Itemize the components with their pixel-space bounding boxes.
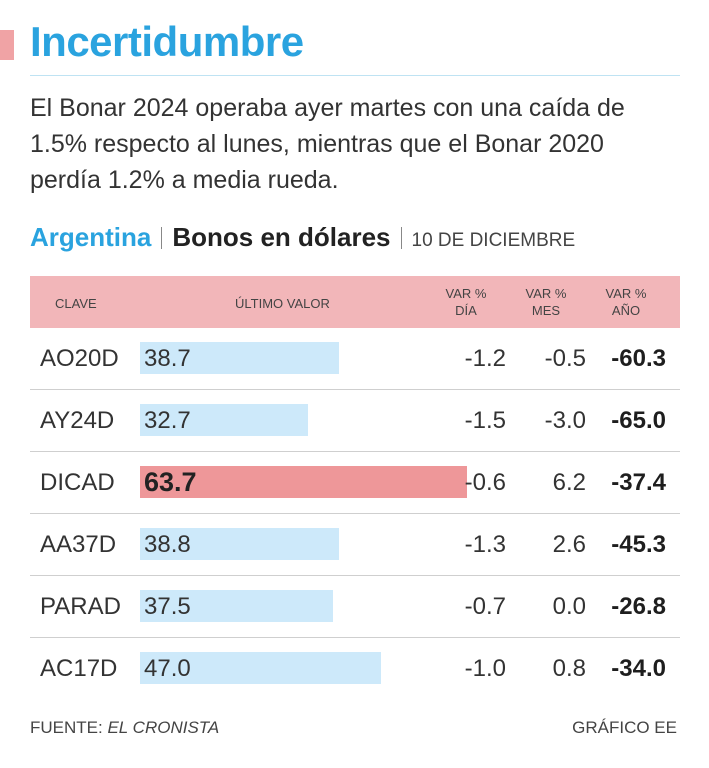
- value-bar: [140, 528, 339, 560]
- subhead-country: Argentina: [30, 222, 152, 252]
- table-row: PARAD 37.5 -0.7 0.0 -26.8: [30, 576, 680, 638]
- column-header-var-anio: VAR % AÑO: [602, 285, 650, 319]
- cell-clave: AY24D: [40, 407, 115, 434]
- lead-paragraph: El Bonar 2024 operaba ayer martes con un…: [30, 94, 625, 194]
- cell-var-anio: -26.8: [611, 593, 666, 620]
- cell-ultimo-valor: 32.7: [144, 407, 191, 434]
- chart-subhead: Argentina Bonos en dólares 10 DE DICIEMB…: [30, 222, 575, 253]
- column-header-period-label: AÑO: [611, 303, 641, 318]
- cell-var-mes: -0.5: [544, 345, 586, 372]
- cell-clave: PARAD: [40, 593, 121, 620]
- cell-ultimo-valor: 38.8: [144, 531, 191, 558]
- column-header-var-dia: VAR % DÍA: [442, 285, 490, 319]
- subhead-date: 10 DE DICIEMBRE: [411, 230, 576, 251]
- table-body: AO20D 38.7 -1.2 -0.5 -60.3 AY24D 32.7 -1.5 -3.0-…: [30, 328, 680, 699]
- subhead-topic: Bonos en dólares: [172, 222, 391, 252]
- column-header-clave: CLAVE: [55, 296, 97, 311]
- source-note: FUENTE: EL CRONISTA: [30, 718, 219, 738]
- cell-var-mes: 0.0: [552, 593, 586, 620]
- column-header-period-label: MES: [531, 303, 561, 318]
- table-row: AC17D 47.0 -1.0 0.8 -34.0: [30, 638, 680, 699]
- cell-var-anio: -60.3: [611, 345, 666, 372]
- cell-var-anio: -37.4: [611, 469, 666, 496]
- table-row: AA37D 38.8 -1.3 2.6 -45.3: [30, 514, 680, 576]
- bonds-table: CLAVE ÚLTIMO VALOR VAR % DÍA VAR % MES V…: [30, 276, 680, 699]
- cell-clave: DICAD: [40, 469, 115, 496]
- cell-clave: AA37D: [40, 531, 117, 558]
- cell-ultimo-valor: 37.5: [144, 593, 191, 620]
- table-row: AY24D 32.7 -1.5 -3.0 -65.0: [30, 390, 680, 452]
- column-header-var-label: VAR %: [525, 286, 567, 301]
- cell-var-anio: -65.0: [611, 407, 666, 434]
- source-name: EL CRONISTA: [107, 718, 220, 737]
- table-row: DICAD 63.7 -0.6 6.2 -37.4: [30, 452, 680, 514]
- cell-var-mes: 2.6: [552, 531, 586, 558]
- cell-var-dia: -1.3: [464, 531, 506, 558]
- cell-var-mes: 6.2: [552, 469, 586, 496]
- cell-var-dia: -0.7: [464, 593, 506, 620]
- cell-var-dia: -1.2: [464, 345, 506, 372]
- value-bar: [140, 466, 467, 498]
- cell-var-dia: -1.5: [464, 407, 506, 434]
- cell-ultimo-valor: 63.7: [144, 467, 197, 497]
- cell-var-dia: -1.0: [464, 655, 506, 682]
- value-bar: [140, 590, 333, 622]
- source-label: FUENTE:: [30, 718, 103, 737]
- column-header-var-label: VAR %: [445, 286, 487, 301]
- title-accent-bar: [0, 30, 14, 60]
- column-header-var-mes: VAR % MES: [522, 285, 570, 319]
- cell-clave: AO20D: [40, 345, 119, 372]
- page-title: Incertidumbre: [30, 18, 304, 65]
- value-bar: [140, 652, 381, 684]
- cell-var-anio: -34.0: [611, 655, 666, 682]
- column-header-period-label: DÍA: [455, 303, 477, 318]
- subhead-separator: [400, 226, 402, 249]
- cell-var-mes: -3.0: [544, 407, 586, 434]
- table-row: AO20D 38.7 -1.2 -0.5 -60.3: [30, 328, 680, 390]
- cell-clave: AC17D: [40, 655, 118, 682]
- subhead-separator: [161, 226, 163, 249]
- cell-ultimo-valor: 38.7: [144, 345, 191, 372]
- cell-var-anio: -45.3: [611, 531, 666, 558]
- value-bar: [140, 404, 308, 436]
- cell-var-dia: -0.6: [464, 469, 506, 496]
- column-header-var-label: VAR %: [605, 286, 647, 301]
- cell-ultimo-valor: 47.0: [144, 655, 191, 682]
- graphic-credit: GRÁFICO EE: [572, 718, 677, 737]
- title-divider: [30, 75, 680, 76]
- table-header: CLAVE ÚLTIMO VALOR VAR % DÍA VAR % MES V…: [30, 276, 680, 328]
- value-bar: [140, 342, 339, 374]
- column-header-ultimo-valor: ÚLTIMO VALOR: [235, 296, 330, 311]
- cell-var-mes: 0.8: [552, 655, 586, 682]
